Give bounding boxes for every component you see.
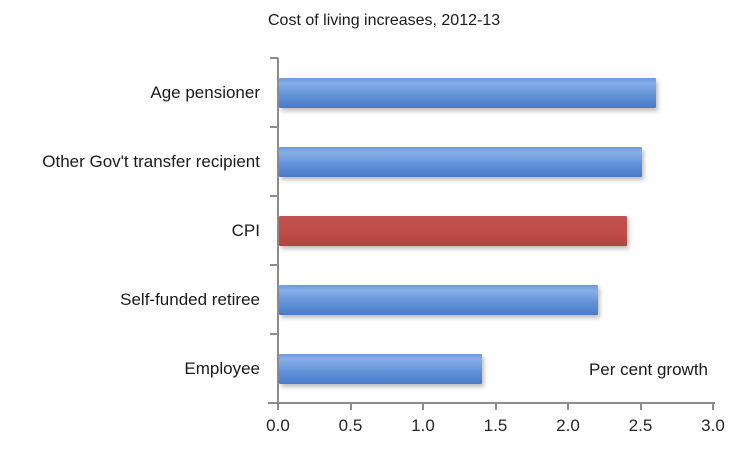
category-label-self-funded-retiree: Self-funded retiree xyxy=(120,289,260,309)
y-axis-tick xyxy=(270,195,278,197)
x-axis-tick xyxy=(349,402,352,410)
y-axis-line xyxy=(277,58,279,410)
x-axis-tick-label-2-5: 2.5 xyxy=(628,416,653,435)
y-axis-tick xyxy=(270,57,278,59)
bar-cpi xyxy=(279,215,627,246)
x-axis-tick xyxy=(494,402,497,410)
x-axis-tick-label-1-5: 1.5 xyxy=(483,416,508,435)
x-axis-tick xyxy=(712,402,714,410)
x-axis-tick xyxy=(422,402,424,410)
category-label-cpi: CPI xyxy=(231,220,260,240)
x-axis-line xyxy=(268,402,715,404)
y-axis-tick xyxy=(270,126,278,128)
bar-self-funded-retiree xyxy=(279,284,598,315)
y-axis-tick xyxy=(270,402,278,404)
chart-title: Cost of living increases, 2012-13 xyxy=(268,12,501,29)
y-axis-tick xyxy=(270,264,278,266)
x-axis-tick xyxy=(567,402,569,410)
category-label-age-pensioner: Age pensioner xyxy=(150,82,260,102)
x-axis-tick-label-3-0: 3.0 xyxy=(701,416,725,435)
x-axis-tick-label-0-5: 0.5 xyxy=(338,416,363,435)
category-label-employee: Employee xyxy=(184,358,260,378)
y-axis-tick xyxy=(270,333,278,335)
x-axis-tick xyxy=(639,402,642,410)
plot-area xyxy=(270,57,713,404)
x-axis-tick-label-2-0: 2.0 xyxy=(556,416,580,435)
bar-employee xyxy=(279,353,482,384)
category-axis-labels: Age pensioner Other Gov't transfer recipi… xyxy=(0,58,268,403)
x-axis-tick-label-1-0: 1.0 xyxy=(411,416,435,435)
bar-other-gov-t-transfer-recipient xyxy=(279,146,642,177)
category-label-other-gov-t-transfer-recipient: Other Gov't transfer recipient xyxy=(42,151,260,171)
x-axis-tick-label-0-0: 0.0 xyxy=(266,416,290,435)
bar-age-pensioner xyxy=(279,77,656,108)
x-axis-unit-label: Per cent growth xyxy=(588,360,708,379)
